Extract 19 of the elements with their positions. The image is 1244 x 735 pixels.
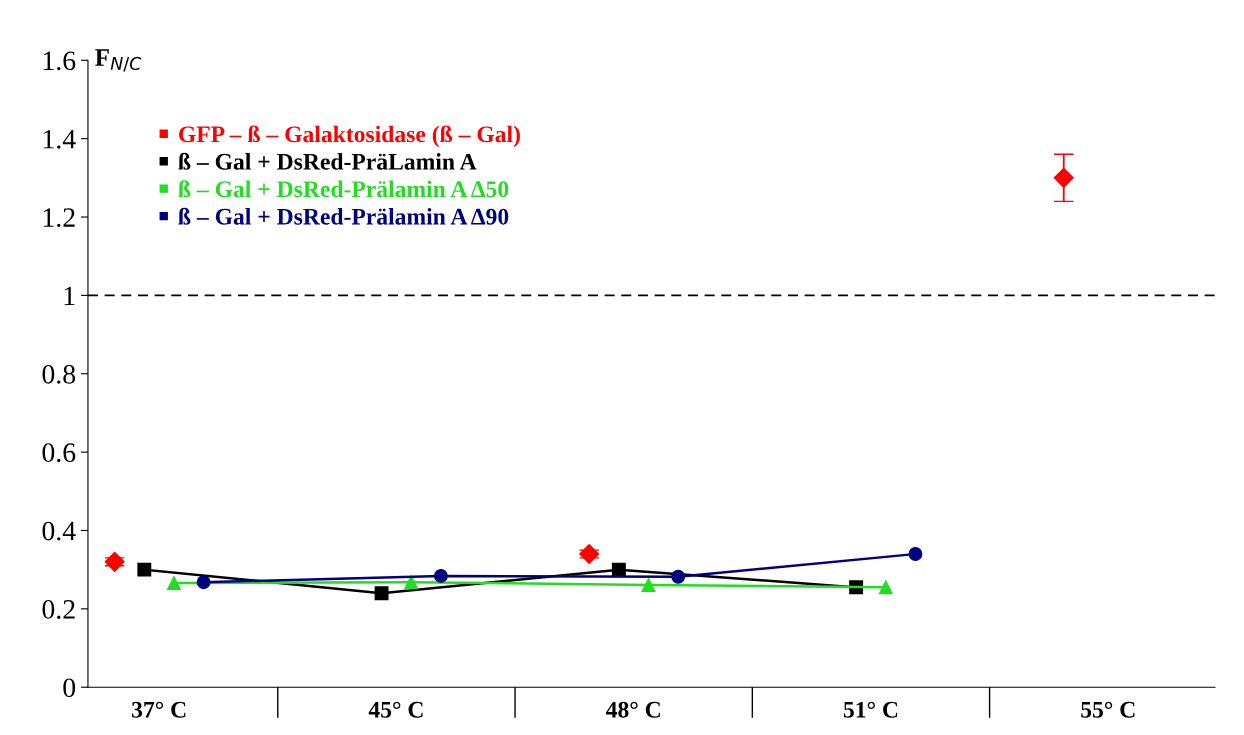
legend-label: ß – Gal + DsRed-PräLamin A (178, 152, 477, 170)
legend-label: GFP – ß – Galaktosidase (ß – Gal) (179, 125, 520, 148)
y-tick-label: 0.6 (42, 443, 76, 463)
y-tick-label: 0.4 (42, 521, 76, 541)
y-tick-label: 0.8 (42, 364, 76, 384)
x-tick-label: 51° C (843, 701, 898, 718)
x-tick-label: 55° C (1081, 701, 1135, 718)
legend-label: ß – Gal + DsRed-Prälamin A Δ90 (178, 207, 509, 225)
x-tick-label: 48° C (606, 701, 660, 718)
x-tick-label: 37° C (132, 701, 186, 718)
y-tick-label: 1.4 (43, 129, 76, 149)
y-tick-label: 0.2 (42, 600, 75, 619)
y-tick-label: 1.6 (43, 51, 76, 71)
y-tick-label: 1 (64, 286, 75, 306)
y-tick-label: 0 (63, 678, 76, 698)
x-tick-label: 45° C (368, 701, 423, 718)
y-tick-label: 1.2 (43, 208, 75, 228)
legend-label: ß – Gal + DsRed-Prälamin A Δ50 (178, 180, 509, 198)
y-axis-title: F$_{N/C}$ (95, 49, 142, 72)
